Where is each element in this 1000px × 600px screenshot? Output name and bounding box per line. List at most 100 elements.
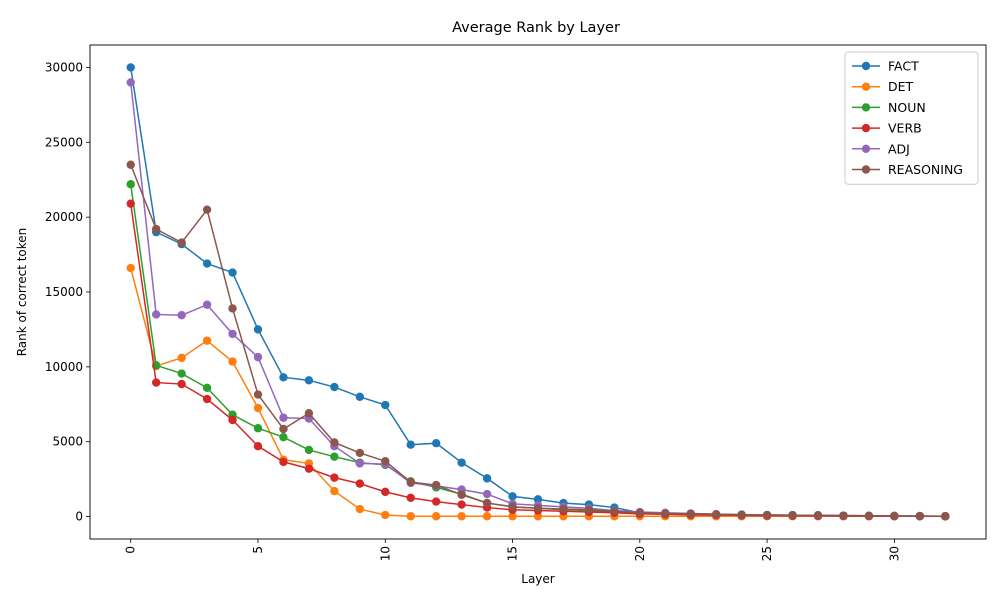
data-point-reasoning bbox=[661, 509, 670, 518]
data-point-verb bbox=[431, 497, 441, 506]
data-point-verb bbox=[177, 379, 186, 389]
data-point-det bbox=[228, 357, 237, 366]
data-point-fact bbox=[228, 268, 237, 277]
data-point-reasoning bbox=[610, 507, 619, 516]
data-point-det bbox=[508, 512, 517, 521]
x-axis-label: Layer bbox=[521, 572, 555, 586]
y-axis-label: Rank of correct token bbox=[15, 228, 29, 357]
legend-item-noun: NOUN bbox=[852, 100, 926, 115]
x-tick-label: 15 bbox=[506, 546, 520, 561]
data-point-reasoning bbox=[202, 205, 212, 214]
legend-label-fact: FACT bbox=[888, 59, 919, 74]
data-point-reasoning bbox=[737, 510, 746, 519]
x-tick-label: 30 bbox=[887, 546, 901, 561]
legend-item-verb: VERB bbox=[852, 121, 922, 136]
data-point-reasoning bbox=[330, 438, 339, 447]
y-tick-label: 25000 bbox=[45, 135, 83, 149]
data-point-reasoning bbox=[941, 512, 950, 521]
chart-title: Average Rank by Layer bbox=[452, 20, 620, 36]
data-point-det bbox=[406, 512, 415, 521]
data-point-adj bbox=[151, 310, 161, 319]
data-point-fact bbox=[431, 438, 441, 448]
legend-label-det: DET bbox=[888, 79, 914, 94]
data-point-fact bbox=[279, 373, 288, 382]
data-point-reasoning bbox=[635, 508, 645, 518]
data-point-verb bbox=[355, 479, 365, 488]
data-point-verb bbox=[304, 464, 314, 473]
data-point-reasoning bbox=[304, 409, 314, 418]
y-tick-label: 15000 bbox=[45, 285, 83, 299]
y-tick-label: 0 bbox=[75, 510, 83, 524]
y-tick-label: 5000 bbox=[52, 435, 83, 449]
data-point-verb bbox=[279, 457, 288, 467]
data-point-fact bbox=[330, 382, 339, 392]
data-point-noun bbox=[279, 433, 288, 442]
y-tick-label: 20000 bbox=[45, 210, 83, 224]
data-point-fact bbox=[381, 400, 390, 410]
data-point-reasoning bbox=[813, 511, 823, 520]
data-point-fact bbox=[253, 325, 263, 334]
legend-label-verb: VERB bbox=[888, 121, 922, 136]
legend-marker-noun bbox=[861, 103, 871, 112]
data-point-noun bbox=[304, 445, 314, 455]
data-point-det bbox=[126, 263, 135, 273]
data-point-det bbox=[253, 403, 263, 413]
x-tick-label: 10 bbox=[378, 546, 392, 561]
data-point-adj bbox=[228, 329, 237, 339]
data-point-reasoning bbox=[177, 238, 186, 247]
legend-box bbox=[844, 51, 979, 185]
data-point-reasoning bbox=[533, 504, 543, 513]
data-point-reasoning bbox=[126, 160, 135, 169]
data-point-fact bbox=[355, 392, 365, 401]
data-point-reasoning bbox=[228, 304, 237, 313]
data-point-verb bbox=[151, 378, 161, 387]
data-point-reasoning bbox=[864, 511, 874, 520]
data-point-det bbox=[355, 504, 365, 514]
data-point-reasoning bbox=[915, 511, 925, 521]
data-point-adj bbox=[202, 300, 212, 309]
data-point-adj bbox=[126, 78, 135, 87]
data-point-verb bbox=[228, 415, 237, 425]
data-point-noun bbox=[253, 424, 263, 433]
y-tick-label: 30000 bbox=[45, 60, 83, 74]
data-point-det bbox=[482, 512, 492, 521]
data-point-fact bbox=[304, 376, 314, 385]
data-point-verb bbox=[202, 394, 212, 404]
data-point-reasoning bbox=[457, 490, 466, 500]
data-point-reasoning bbox=[584, 505, 594, 515]
legend-item-fact: FACT bbox=[852, 59, 919, 74]
data-point-fact bbox=[406, 440, 415, 449]
data-point-reasoning bbox=[482, 498, 492, 508]
data-point-reasoning bbox=[686, 509, 695, 519]
data-point-adj bbox=[177, 311, 186, 320]
data-point-adj bbox=[279, 413, 288, 422]
data-point-verb bbox=[126, 199, 135, 208]
legend-marker-adj bbox=[861, 144, 871, 153]
x-tick-label: 20 bbox=[633, 546, 647, 561]
data-point-det bbox=[202, 336, 212, 345]
data-point-reasoning bbox=[253, 390, 263, 399]
data-point-fact bbox=[482, 474, 492, 483]
data-point-det bbox=[177, 353, 186, 363]
data-point-reasoning bbox=[151, 224, 161, 234]
data-point-reasoning bbox=[559, 504, 568, 514]
data-point-det bbox=[381, 510, 390, 520]
legend-item-adj: ADJ bbox=[852, 141, 910, 156]
legend-item-det: DET bbox=[852, 79, 914, 94]
x-tick-label: 25 bbox=[760, 546, 774, 561]
legend-label-noun: NOUN bbox=[888, 100, 926, 115]
legend-marker-verb bbox=[861, 123, 871, 133]
x-tick-label: 5 bbox=[251, 546, 265, 554]
data-point-reasoning bbox=[788, 510, 797, 520]
data-point-noun bbox=[177, 369, 186, 378]
x-tick-label: 0 bbox=[124, 546, 138, 554]
data-point-fact bbox=[457, 458, 466, 467]
legend-item-reasoning: REASONING bbox=[852, 162, 963, 177]
data-point-reasoning bbox=[839, 511, 848, 520]
y-tick-label: 10000 bbox=[45, 360, 83, 374]
data-point-reasoning bbox=[890, 511, 899, 521]
data-point-verb bbox=[330, 473, 339, 482]
data-point-det bbox=[457, 512, 466, 521]
